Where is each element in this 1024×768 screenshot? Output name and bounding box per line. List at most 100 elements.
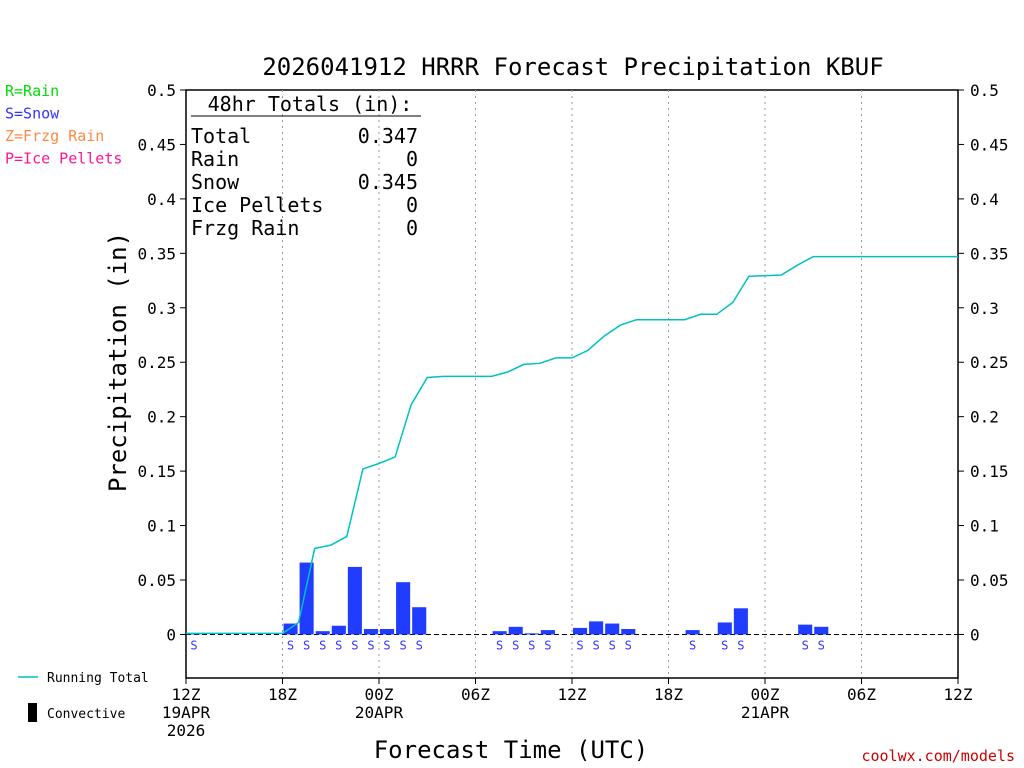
precip-type-legend: R=Rain S=Snow Z=Frzg Rain P=Ice Pellets xyxy=(5,82,122,168)
totals-value-1: 0 xyxy=(406,147,418,171)
ytick-label-right-10: 0.5 xyxy=(970,81,999,100)
precip-type-letter-16: S xyxy=(609,638,616,652)
precip-bar-20 xyxy=(733,608,748,635)
precip-type-letter-12: S xyxy=(528,638,535,652)
xtick-label-2-0: 00Z xyxy=(365,685,394,704)
convective-legend-label: Convective xyxy=(47,707,125,722)
xtick-label-0-2: 2026 xyxy=(167,721,206,740)
series-legend: Running Total Convective xyxy=(18,671,149,722)
precip-type-letter-2: S xyxy=(303,638,310,652)
precip-bar-11 xyxy=(508,626,523,635)
ytick-label-right-3: 0.15 xyxy=(970,462,1009,481)
xtick-label-2-1: 20APR xyxy=(355,703,404,722)
precip-type-letter-5: S xyxy=(351,638,358,652)
convective-legend-swatch xyxy=(28,703,37,722)
totals-label-2: Snow xyxy=(191,170,240,194)
precip-bar-22 xyxy=(814,626,829,635)
precip-type-letter-18: S xyxy=(689,638,696,652)
xtick-label-0-0: 12Z xyxy=(172,685,201,704)
precip-type-letter-8: S xyxy=(400,638,407,652)
ytick-label-right-7: 0.35 xyxy=(970,244,1009,263)
y-axis-right: 0 0.05 0.1 0.15 0.2 0.25 0.3 0.35 0.4 0.45 0.5 xyxy=(958,81,1009,644)
xtick-label-4-0: 12Z xyxy=(558,685,587,704)
precip-bar-5 xyxy=(347,566,362,635)
precip-type-letter-11: S xyxy=(512,638,519,652)
ytick-label-right-1: 0.05 xyxy=(970,571,1009,590)
ytick-label-right-4: 0.2 xyxy=(970,408,999,427)
ytick-label-left-6: 0.3 xyxy=(147,299,176,318)
totals-value-0: 0.347 xyxy=(358,124,418,148)
precip-type-letter-3: S xyxy=(319,638,326,652)
ytick-label-left-7: 0.35 xyxy=(137,244,176,263)
precip-type-letter-22: S xyxy=(818,638,825,652)
xtick-label-0-1: 19APR xyxy=(162,703,211,722)
precip-type-letter-20: S xyxy=(737,638,744,652)
ytick-label-left-2: 0.1 xyxy=(147,517,176,536)
ytick-label-left-5: 0.25 xyxy=(137,353,176,372)
vertical-grid xyxy=(282,90,862,678)
xtick-label-5-0: 18Z xyxy=(654,685,683,704)
precip-type-letter-9: S xyxy=(416,638,423,652)
precip-type-letter-21: S xyxy=(802,638,809,652)
precip-bar-10 xyxy=(492,631,507,635)
xtick-label-7-0: 06Z xyxy=(847,685,876,704)
ytick-label-left-10: 0.5 xyxy=(147,81,176,100)
xtick-label-1-0: 18Z xyxy=(268,685,297,704)
ytick-label-left-1: 0.05 xyxy=(137,571,176,590)
xtick-label-8-0: 12Z xyxy=(944,685,973,704)
totals-label-1: Rain xyxy=(191,147,239,171)
precip-bar-17 xyxy=(621,629,636,635)
precip-bar-21 xyxy=(798,624,813,635)
hourly-precip-bars xyxy=(187,562,829,635)
precip-bar-12 xyxy=(524,633,539,635)
precip-type-letter-19: S xyxy=(721,638,728,652)
precip-bar-18 xyxy=(685,630,700,635)
running-total-line xyxy=(186,255,958,635)
precip-bar-3 xyxy=(315,631,330,635)
precip-bar-2 xyxy=(299,562,314,635)
precip-type-legend-item-2: Z=Frzg Rain xyxy=(5,127,104,145)
ytick-label-left-3: 0.15 xyxy=(137,462,176,481)
precip-bar-14 xyxy=(573,627,588,635)
precip-type-letter-17: S xyxy=(625,638,632,652)
precip-type-letter-7: S xyxy=(383,638,390,652)
totals-label-4: Frzg Rain xyxy=(191,216,299,240)
precip-type-letter-10: S xyxy=(496,638,503,652)
totals-value-3: 0 xyxy=(406,193,418,217)
running-total-legend-label: Running Total xyxy=(47,671,149,686)
ytick-label-left-8: 0.4 xyxy=(147,190,176,209)
precip-bar-13 xyxy=(540,630,555,635)
totals-value-2: 0.345 xyxy=(358,170,418,194)
precip-type-letter-15: S xyxy=(593,638,600,652)
ytick-label-right-2: 0.1 xyxy=(970,517,999,536)
ytick-label-right-9: 0.45 xyxy=(970,135,1009,154)
precip-bar-15 xyxy=(589,621,604,635)
y-axis-left: 0 0.05 0.1 0.15 0.2 0.25 0.3 0.35 0.4 0.45 0.5 xyxy=(137,81,186,644)
precip-bar-4 xyxy=(331,625,346,635)
precip-bar-8 xyxy=(396,582,411,635)
ytick-label-left-0: 0 xyxy=(166,625,176,644)
precip-type-letter-1: S xyxy=(287,638,294,652)
ytick-label-right-8: 0.4 xyxy=(970,190,999,209)
precip-bar-6 xyxy=(363,629,378,635)
xtick-label-3-0: 06Z xyxy=(461,685,490,704)
precip-type-letter-14: S xyxy=(576,638,583,652)
precip-type-legend-item-3: P=Ice Pellets xyxy=(5,150,122,168)
precip-bar-19 xyxy=(717,622,732,635)
ytick-label-right-6: 0.3 xyxy=(970,299,999,318)
totals-label-0: Total xyxy=(191,124,251,148)
precip-bar-9 xyxy=(412,607,427,635)
totals-heading: 48hr Totals (in): xyxy=(208,92,413,116)
ytick-label-right-0: 0 xyxy=(970,625,980,644)
ytick-label-left-4: 0.2 xyxy=(147,408,176,427)
precip-type-letter-13: S xyxy=(544,638,551,652)
totals-value-4: 0 xyxy=(406,216,418,240)
precip-bar-7 xyxy=(380,629,395,635)
credit-text: coolwx.com/models xyxy=(861,747,1015,765)
chart-title: 2026041912 HRRR Forecast Precipitation K… xyxy=(262,53,883,81)
ytick-label-right-5: 0.25 xyxy=(970,353,1009,372)
